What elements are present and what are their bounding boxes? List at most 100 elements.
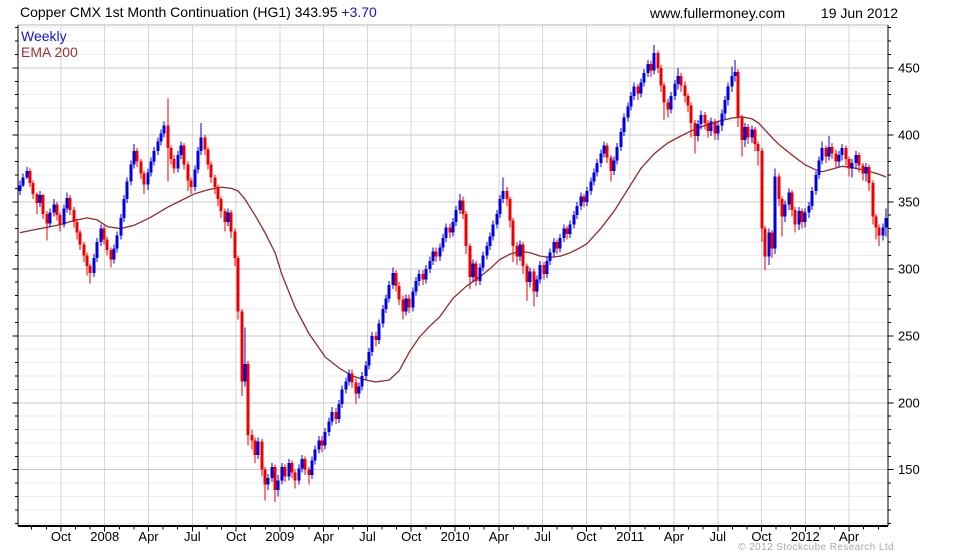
candle xyxy=(25,171,29,178)
candle xyxy=(683,85,687,96)
candle xyxy=(370,335,374,352)
candle xyxy=(82,244,86,256)
candle xyxy=(88,266,92,273)
candle xyxy=(881,227,885,236)
candle xyxy=(340,389,344,405)
legend-weekly-label: Weekly xyxy=(21,28,67,44)
candle xyxy=(478,267,482,281)
candle xyxy=(525,266,529,283)
candle xyxy=(35,193,39,204)
candle xyxy=(58,215,62,225)
candle xyxy=(545,260,549,275)
candle xyxy=(793,209,797,225)
candle xyxy=(760,150,764,229)
candle xyxy=(595,162,599,173)
candle xyxy=(824,148,828,157)
candle xyxy=(693,122,697,137)
candle xyxy=(854,154,858,163)
candle xyxy=(226,212,230,222)
candle xyxy=(481,255,485,268)
candle xyxy=(156,141,160,151)
candle xyxy=(172,158,176,169)
x-tick-label: Jul xyxy=(359,529,376,544)
candle xyxy=(528,271,532,283)
candle xyxy=(149,161,153,173)
candle xyxy=(706,122,710,131)
candle xyxy=(582,196,586,202)
x-tick-label: Oct xyxy=(401,529,422,544)
x-tick-label: Oct xyxy=(226,529,247,544)
ema-200-line xyxy=(19,116,887,383)
candle xyxy=(716,125,720,134)
candle xyxy=(659,67,663,86)
candle xyxy=(253,440,257,456)
candle xyxy=(552,242,556,253)
candle xyxy=(642,73,646,83)
candle xyxy=(159,133,163,142)
candle xyxy=(162,125,166,134)
candle xyxy=(807,205,811,213)
candle xyxy=(458,200,462,210)
candle xyxy=(206,149,210,165)
candle xyxy=(334,412,338,419)
candle xyxy=(871,183,875,217)
candle xyxy=(820,148,824,161)
candle xyxy=(105,239,109,251)
x-tick-label: Apr xyxy=(839,529,860,544)
candle xyxy=(488,236,492,247)
candle xyxy=(344,381,348,390)
x-axis-labels: Oct 2008 Apr Jul Oct 2009 Apr Jul Oct 2010 Apr Jul O… xyxy=(51,529,860,544)
candle xyxy=(404,298,408,312)
candle xyxy=(169,148,173,159)
candle xyxy=(498,199,502,214)
candle xyxy=(320,440,324,446)
candle xyxy=(276,480,280,490)
candle xyxy=(817,160,821,176)
candle xyxy=(652,53,656,71)
candle xyxy=(95,242,99,259)
candle xyxy=(229,212,233,232)
x-tick-label: Apr xyxy=(489,529,510,544)
candle xyxy=(579,196,583,206)
candle xyxy=(656,53,660,68)
candle xyxy=(75,221,79,233)
candle xyxy=(310,460,314,476)
candle xyxy=(263,469,267,485)
candle xyxy=(52,204,56,213)
candle xyxy=(317,440,321,450)
candle xyxy=(146,172,150,185)
candle xyxy=(515,246,519,257)
x-tick-label: Jul xyxy=(534,529,551,544)
candle xyxy=(605,145,609,158)
candle xyxy=(558,237,562,249)
candle xyxy=(72,209,76,222)
candle xyxy=(444,227,448,238)
candle xyxy=(330,412,334,422)
candle xyxy=(750,129,754,138)
candle xyxy=(532,271,536,292)
candle xyxy=(273,467,277,490)
x-tick-label: Oct xyxy=(751,529,772,544)
candle xyxy=(468,246,472,277)
candle xyxy=(827,146,831,157)
candles xyxy=(18,45,888,502)
candle xyxy=(132,150,136,165)
report-date: 19 Jun 2012 xyxy=(820,5,898,21)
site-link[interactable]: www.fullermoney.com xyxy=(650,5,786,21)
candle xyxy=(216,187,220,200)
candle xyxy=(233,231,237,259)
candle xyxy=(495,213,499,225)
candle xyxy=(364,365,368,376)
candle xyxy=(102,228,106,240)
candle xyxy=(417,274,421,281)
candle xyxy=(726,86,730,101)
candle xyxy=(78,232,82,245)
candle xyxy=(840,148,844,155)
candle xyxy=(401,299,405,312)
candle xyxy=(45,213,49,224)
candle xyxy=(303,459,307,470)
x-tick-label: 2008 xyxy=(90,529,119,544)
candle xyxy=(243,363,247,382)
candle xyxy=(250,434,254,441)
